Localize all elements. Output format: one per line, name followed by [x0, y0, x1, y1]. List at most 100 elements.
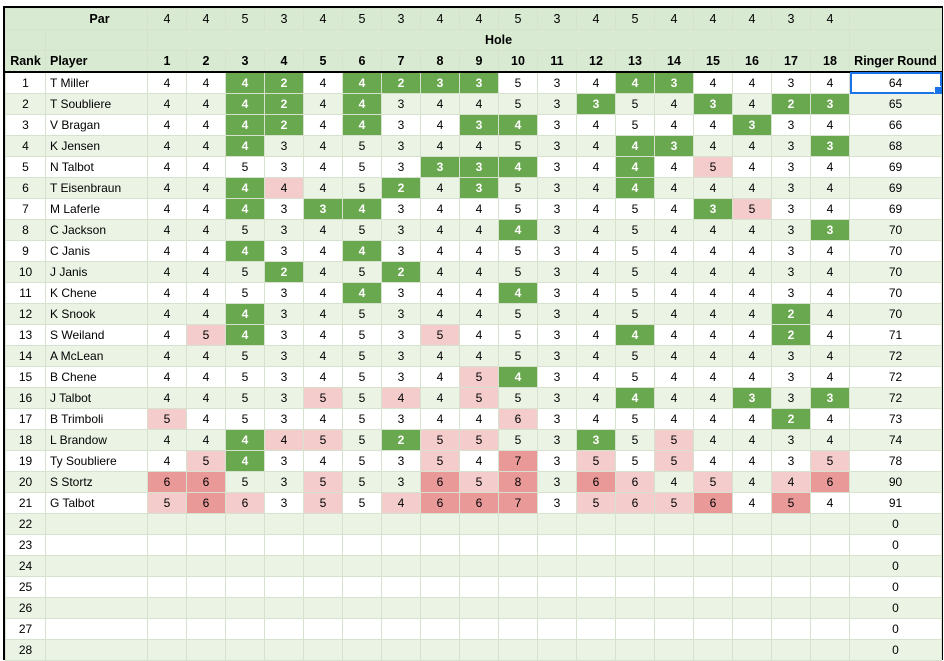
score-cell-hole-5[interactable]: 4 — [303, 135, 343, 157]
score-cell-hole-3[interactable]: 4 — [225, 177, 265, 199]
score-cell-hole-15[interactable]: 4 — [693, 240, 733, 262]
score-cell-hole-16[interactable]: 4 — [732, 408, 772, 430]
score-cell-hole-15[interactable]: 3 — [693, 93, 733, 115]
score-cell-hole-16[interactable] — [732, 513, 772, 535]
ringer-round-header[interactable]: Ringer Round — [849, 50, 942, 73]
score-cell-hole-8[interactable] — [420, 555, 460, 577]
rank-cell[interactable]: 4 — [5, 135, 46, 157]
ringer-round-cell[interactable]: 0 — [849, 555, 942, 577]
score-cell-hole-11[interactable]: 3 — [537, 219, 577, 241]
score-cell-hole-9[interactable]: 3 — [459, 177, 499, 199]
score-cell-hole-9[interactable] — [459, 597, 499, 619]
par-cell-hole-11[interactable]: 3 — [537, 8, 577, 30]
score-cell-hole-17[interactable] — [771, 618, 811, 640]
score-cell-hole-7[interactable] — [381, 534, 421, 556]
score-cell-hole-13[interactable]: 4 — [615, 135, 655, 157]
score-cell-hole-5[interactable]: 3 — [303, 198, 343, 220]
score-cell-hole-10[interactable]: 6 — [498, 408, 538, 430]
score-cell-hole-10[interactable] — [498, 597, 538, 619]
rank-cell[interactable]: 11 — [5, 282, 46, 304]
score-cell-hole-14[interactable] — [654, 555, 694, 577]
score-cell-hole-7[interactable] — [381, 513, 421, 535]
score-cell-hole-14[interactable]: 4 — [654, 240, 694, 262]
score-cell-hole-11[interactable]: 3 — [537, 345, 577, 367]
score-cell-hole-10[interactable]: 5 — [498, 198, 538, 220]
rank-cell[interactable]: 18 — [5, 429, 46, 451]
score-cell-hole-4[interactable]: 3 — [264, 345, 304, 367]
score-cell-hole-16[interactable]: 4 — [732, 429, 772, 451]
score-cell-hole-14[interactable]: 4 — [654, 93, 694, 115]
player-name-cell[interactable]: S Stortz — [45, 471, 148, 493]
score-cell-hole-12[interactable]: 4 — [576, 198, 616, 220]
score-cell-hole-4[interactable] — [264, 534, 304, 556]
score-cell-hole-17[interactable]: 3 — [771, 282, 811, 304]
score-cell-hole-10[interactable]: 4 — [498, 366, 538, 388]
ringer-round-cell[interactable]: 65 — [849, 93, 942, 115]
score-cell-hole-16[interactable]: 4 — [732, 156, 772, 178]
score-cell-hole-7[interactable]: 4 — [381, 387, 421, 409]
score-cell-hole-16[interactable]: 3 — [732, 387, 772, 409]
par-cell-hole-5[interactable]: 4 — [303, 8, 343, 30]
score-cell-hole-9[interactable]: 5 — [459, 471, 499, 493]
score-cell-hole-6[interactable]: 4 — [342, 198, 382, 220]
player-name-cell[interactable] — [45, 618, 148, 640]
score-cell-hole-17[interactable]: 5 — [771, 492, 811, 514]
score-cell-hole-13[interactable]: 5 — [615, 261, 655, 283]
score-cell-hole-6[interactable]: 4 — [342, 93, 382, 115]
score-cell-hole-2[interactable]: 4 — [186, 282, 226, 304]
hole-number-header[interactable]: 4 — [264, 50, 304, 73]
score-cell-hole-6[interactable] — [342, 576, 382, 598]
score-cell-hole-8[interactable] — [420, 576, 460, 598]
player-name-cell[interactable]: T Miller — [45, 71, 148, 94]
score-cell-hole-12[interactable]: 4 — [576, 156, 616, 178]
score-cell-hole-15[interactable] — [693, 618, 733, 640]
score-cell-hole-18[interactable]: 3 — [810, 387, 850, 409]
score-cell-hole-12[interactable]: 6 — [576, 471, 616, 493]
score-cell-hole-15[interactable]: 4 — [693, 408, 733, 430]
score-cell-hole-7[interactable]: 3 — [381, 93, 421, 115]
score-cell-hole-8[interactable]: 5 — [420, 450, 460, 472]
player-name-cell[interactable]: J Janis — [45, 261, 148, 283]
ringer-round-cell[interactable]: 69 — [849, 156, 942, 178]
score-cell-hole-1[interactable]: 4 — [147, 387, 187, 409]
ringer-round-cell[interactable]: 91 — [849, 492, 942, 514]
score-cell-hole-2[interactable]: 4 — [186, 429, 226, 451]
score-cell-hole-11[interactable] — [537, 534, 577, 556]
score-cell-hole-9[interactable]: 4 — [459, 261, 499, 283]
score-cell-hole-1[interactable]: 4 — [147, 198, 187, 220]
score-cell-hole-17[interactable]: 3 — [771, 135, 811, 157]
score-cell-hole-13[interactable]: 5 — [615, 219, 655, 241]
player-name-cell[interactable]: S Weiland — [45, 324, 148, 346]
score-cell-hole-12[interactable]: 4 — [576, 282, 616, 304]
score-cell-hole-12[interactable] — [576, 597, 616, 619]
score-cell-hole-13[interactable]: 4 — [615, 71, 655, 94]
hole-number-header[interactable]: 15 — [693, 50, 733, 73]
rank-cell[interactable]: 3 — [5, 114, 46, 136]
score-cell-hole-2[interactable]: 4 — [186, 303, 226, 325]
score-cell-hole-11[interactable]: 3 — [537, 156, 577, 178]
rank-cell[interactable]: 26 — [5, 597, 46, 619]
score-cell-hole-6[interactable]: 5 — [342, 450, 382, 472]
score-cell-hole-17[interactable] — [771, 597, 811, 619]
score-cell-hole-8[interactable]: 4 — [420, 387, 460, 409]
score-cell-hole-10[interactable] — [498, 618, 538, 640]
score-cell-hole-7[interactable]: 3 — [381, 219, 421, 241]
score-cell-hole-6[interactable]: 5 — [342, 261, 382, 283]
score-cell-hole-5[interactable]: 4 — [303, 261, 343, 283]
par-cell-hole-7[interactable]: 3 — [381, 8, 421, 30]
score-cell-hole-3[interactable] — [225, 513, 265, 535]
score-cell-hole-1[interactable] — [147, 618, 187, 640]
score-cell-hole-16[interactable]: 4 — [732, 492, 772, 514]
score-cell-hole-3[interactable] — [225, 639, 265, 661]
score-cell-hole-8[interactable] — [420, 639, 460, 661]
score-cell-hole-2[interactable]: 4 — [186, 387, 226, 409]
score-cell-hole-4[interactable]: 2 — [264, 93, 304, 115]
score-cell-hole-10[interactable]: 5 — [498, 324, 538, 346]
score-cell-hole-1[interactable] — [147, 639, 187, 661]
ringer-round-cell[interactable]: 70 — [849, 261, 942, 283]
par-label[interactable]: Par — [5, 8, 148, 30]
score-cell-hole-4[interactable]: 3 — [264, 408, 304, 430]
score-cell-hole-11[interactable]: 3 — [537, 471, 577, 493]
score-cell-hole-8[interactable] — [420, 618, 460, 640]
score-cell-hole-11[interactable]: 3 — [537, 114, 577, 136]
